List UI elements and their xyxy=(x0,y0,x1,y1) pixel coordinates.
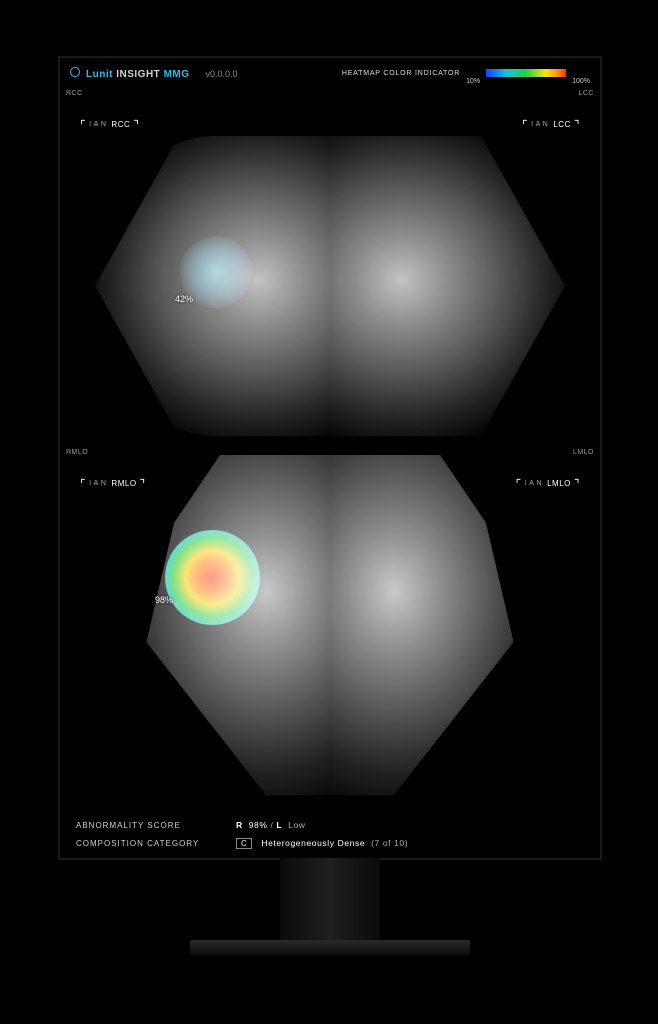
view-tag-lmlo: ⌜ I A N LMLO ⌝ xyxy=(516,479,580,488)
lunit-logo-icon xyxy=(70,67,80,77)
view-tag-lcc: ⌜ I A N LCC ⌝ xyxy=(522,120,580,129)
composition-value: C Heterogeneously Dense (7 of 10) xyxy=(236,838,408,849)
corner-label-lcc: LCC xyxy=(578,90,594,97)
logo-insight-text: INSIGHT xyxy=(116,69,160,80)
mammogram-tissue xyxy=(330,136,565,436)
monitor-screen: Lunit INSIGHT MMG v0.0.0.0 HEATMAP COLOR… xyxy=(60,58,600,858)
logo-lunit-text: Lunit xyxy=(86,69,113,80)
heatmap-high-pct: 100% xyxy=(572,78,590,85)
bracket-icon: ⌜ xyxy=(522,121,528,129)
corner-label-rmlo: RMLO xyxy=(66,449,88,456)
logo-mmg-text: MMG xyxy=(164,69,190,80)
monitor-stand-base xyxy=(190,940,470,956)
view-tag-rcc: ⌜ I A N RCC ⌝ xyxy=(80,120,139,129)
corner-label-rcc: RCC xyxy=(66,90,83,97)
abnormality-label: ABNORMALITY SCORE xyxy=(76,821,236,830)
composition-row: COMPOSITION CATEGORY C Heterogeneously D… xyxy=(76,834,584,852)
app-logo: Lunit INSIGHT MMG v0.0.0.0 xyxy=(70,67,238,80)
heatmap-indicator-label: HEATMAP COLOR INDICATOR xyxy=(342,70,460,77)
monitor-stand-neck xyxy=(280,858,380,948)
hotspot-score-rcc: 42% xyxy=(175,294,193,304)
bracket-icon: ⌝ xyxy=(140,480,146,488)
imaging-grid[interactable]: RCC ⌜ I A N RCC ⌝ 42% LCC ⌜ I A N LCC ⌝ … xyxy=(60,86,600,804)
mammogram-tissue xyxy=(105,455,330,795)
heatmap-low-pct: 10% xyxy=(466,78,480,85)
bracket-icon: ⌜ xyxy=(80,121,86,129)
abnormality-row: ABNORMALITY SCORE R 98% / L Low xyxy=(76,816,584,834)
abnormality-value: R 98% / L Low xyxy=(236,820,306,830)
app-header: Lunit INSIGHT MMG v0.0.0.0 HEATMAP COLOR… xyxy=(60,58,600,86)
view-lcc[interactable]: LCC ⌜ I A N LCC ⌝ xyxy=(330,86,600,445)
results-footer: ABNORMALITY SCORE R 98% / L Low COMPOSIT… xyxy=(60,804,600,852)
mammogram-tissue xyxy=(330,455,555,795)
heatmap-gradient-bar xyxy=(486,69,566,77)
corner-label-lmlo: LMLO xyxy=(573,449,594,456)
bracket-icon: ⌝ xyxy=(574,121,580,129)
app-version: v0.0.0.0 xyxy=(206,69,238,79)
bracket-icon: ⌝ xyxy=(133,121,139,129)
view-lmlo[interactable]: LMLO ⌜ I A N LMLO ⌝ xyxy=(330,445,600,804)
bracket-icon: ⌜ xyxy=(80,480,86,488)
hotspot-score-rmlo: 98% xyxy=(155,595,173,605)
heatmap-indicator: HEATMAP COLOR INDICATOR 10% 100% xyxy=(342,69,590,77)
composition-badge: C xyxy=(236,838,252,849)
bracket-icon: ⌝ xyxy=(574,480,580,488)
composition-label: COMPOSITION CATEGORY xyxy=(76,839,236,848)
view-rcc[interactable]: RCC ⌜ I A N RCC ⌝ 42% xyxy=(60,86,330,445)
bracket-icon: ⌜ xyxy=(516,480,522,488)
heatmap-hotspot-rmlo[interactable] xyxy=(165,530,260,625)
view-rmlo[interactable]: RMLO ⌜ I A N RMLO ⌝ 98% xyxy=(60,445,330,804)
view-tag-rmlo: ⌜ I A N RMLO ⌝ xyxy=(80,479,146,488)
